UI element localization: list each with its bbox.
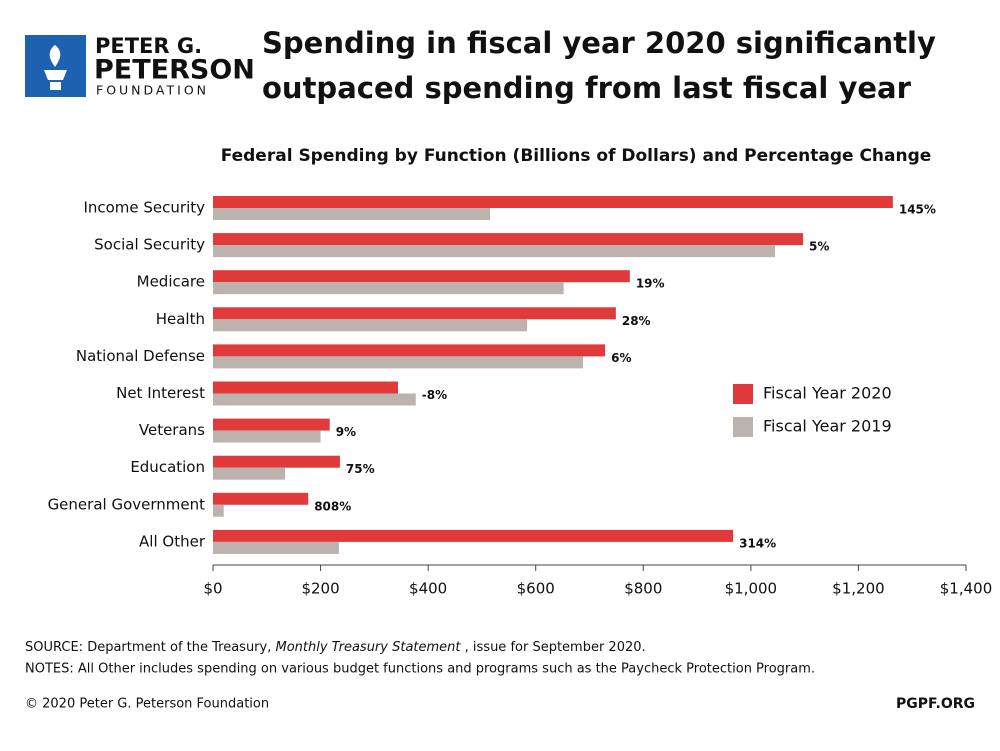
x-tick-label: $200 xyxy=(301,580,339,598)
bar xyxy=(213,245,776,258)
bar xyxy=(213,467,286,480)
change-label: 314% xyxy=(739,536,776,550)
legend-label: Fiscal Year 2020 xyxy=(763,384,892,403)
bar xyxy=(213,430,321,443)
logo-text: FOUNDATION xyxy=(96,83,209,98)
bar xyxy=(213,208,490,220)
y-tick-label: Net Interest xyxy=(116,384,205,402)
x-tick-label: $1,400 xyxy=(940,580,993,598)
bar xyxy=(213,196,893,208)
bar xyxy=(213,393,416,406)
chart-title: Federal Spending by Function (Billions o… xyxy=(221,146,932,166)
source-text: SOURCE: Department of the Treasury, xyxy=(25,640,276,655)
y-tick-label: Income Security xyxy=(83,199,205,217)
x-tick-label: $400 xyxy=(409,580,447,598)
bar xyxy=(213,529,734,542)
y-tick-label: Health xyxy=(156,310,205,328)
y-tick-label: Social Security xyxy=(94,236,205,254)
headline: outpaced spending from last fiscal year xyxy=(262,71,912,105)
headline: Spending in fiscal year 2020 significant… xyxy=(262,26,936,60)
copyright: © 2020 Peter G. Peterson Foundation xyxy=(25,697,269,712)
logo-text: PETERSON xyxy=(94,55,255,86)
bar xyxy=(213,541,339,554)
logo-text: PETER G. xyxy=(95,34,202,58)
bar xyxy=(213,344,606,357)
bar xyxy=(213,307,616,320)
bar xyxy=(213,504,224,517)
y-tick-label: Education xyxy=(130,458,205,476)
change-label: 6% xyxy=(611,351,631,365)
change-label: 75% xyxy=(346,462,375,476)
source-text: , issue for September 2020. xyxy=(461,640,646,655)
legend-swatch xyxy=(733,417,753,437)
bar xyxy=(213,455,340,468)
change-label: 145% xyxy=(899,203,936,217)
bar xyxy=(213,381,399,394)
y-tick-label: All Other xyxy=(139,532,206,550)
logo-torch xyxy=(44,45,67,90)
notes: NOTES: All Other includes spending on va… xyxy=(25,662,815,677)
change-label: -8% xyxy=(422,388,447,402)
legend-swatch xyxy=(733,384,753,404)
x-tick-label: $0 xyxy=(203,580,222,598)
change-label: 808% xyxy=(314,499,351,513)
x-tick-label: $800 xyxy=(624,580,662,598)
bar xyxy=(213,418,330,431)
change-label: 28% xyxy=(622,314,651,328)
y-tick-label: General Government xyxy=(48,495,206,513)
source-text: Monthly Treasury Statement xyxy=(276,640,462,655)
bar xyxy=(213,319,528,332)
bar xyxy=(213,492,309,505)
change-label: 5% xyxy=(809,240,829,254)
change-label: 9% xyxy=(336,425,356,439)
x-tick-label: $600 xyxy=(517,580,555,598)
y-tick-label: Veterans xyxy=(139,421,205,439)
bar xyxy=(213,270,630,283)
x-tick-label: $1,200 xyxy=(832,580,885,598)
source: SOURCE: Department of the Treasury, Mont… xyxy=(25,640,646,655)
url: PGPF.ORG xyxy=(896,696,975,712)
x-tick-label: $1,000 xyxy=(725,580,778,598)
y-tick-label: Medicare xyxy=(137,273,205,291)
change-label: 19% xyxy=(636,277,665,291)
legend-label: Fiscal Year 2019 xyxy=(763,417,892,436)
bar xyxy=(213,356,584,369)
bar xyxy=(213,282,564,295)
y-tick-label: National Defense xyxy=(76,347,205,365)
bar xyxy=(213,233,804,246)
